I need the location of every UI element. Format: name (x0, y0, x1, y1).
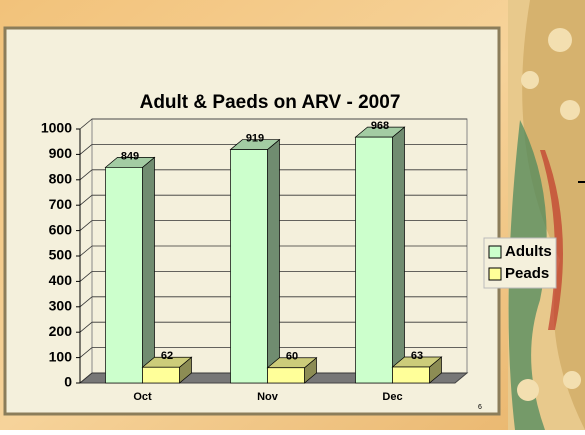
value-label: 849 (121, 150, 139, 162)
x-tick-label: Dec (382, 391, 402, 403)
bar (106, 167, 143, 383)
bar-side (393, 127, 405, 383)
x-tick-label: Nov (257, 391, 279, 403)
value-label: 63 (411, 350, 423, 362)
bar-side (268, 140, 280, 383)
bar-side (143, 157, 155, 383)
slide-number: 6 (478, 404, 482, 411)
y-tick-label: 0 (64, 374, 72, 390)
y-tick-label: 500 (49, 247, 73, 263)
x-tick-label: Oct (133, 391, 152, 403)
legend-swatch (489, 246, 501, 258)
bar (393, 367, 430, 383)
y-tick-label: 700 (49, 196, 73, 212)
chart-title: Adult & Paeds on ARV - 2007 (140, 92, 401, 113)
y-tick-label: 1000 (41, 120, 72, 136)
slide: Adult & Paeds on ARV - 2007 6 0 100 200 300… (0, 0, 585, 430)
y-tick-label: 300 (49, 298, 73, 314)
decoration (508, 0, 585, 430)
y-tick-label: 800 (49, 171, 73, 187)
value-label: 919 (246, 132, 264, 144)
value-label: 62 (161, 350, 173, 362)
bar (268, 368, 305, 383)
legend-swatch (489, 268, 501, 280)
value-label: 60 (286, 351, 298, 363)
bar (356, 137, 393, 383)
value-label: 968 (371, 120, 389, 132)
y-tick-label: 400 (49, 272, 73, 288)
legend-label: Peads (505, 265, 549, 282)
bar (143, 367, 180, 383)
y-tick-label: 600 (49, 221, 73, 237)
y-tick-label: 900 (49, 145, 73, 161)
bar (231, 150, 268, 383)
y-tick-label: 100 (49, 348, 73, 364)
legend-label: Adults (505, 243, 552, 260)
y-tick-label: 200 (49, 323, 73, 339)
